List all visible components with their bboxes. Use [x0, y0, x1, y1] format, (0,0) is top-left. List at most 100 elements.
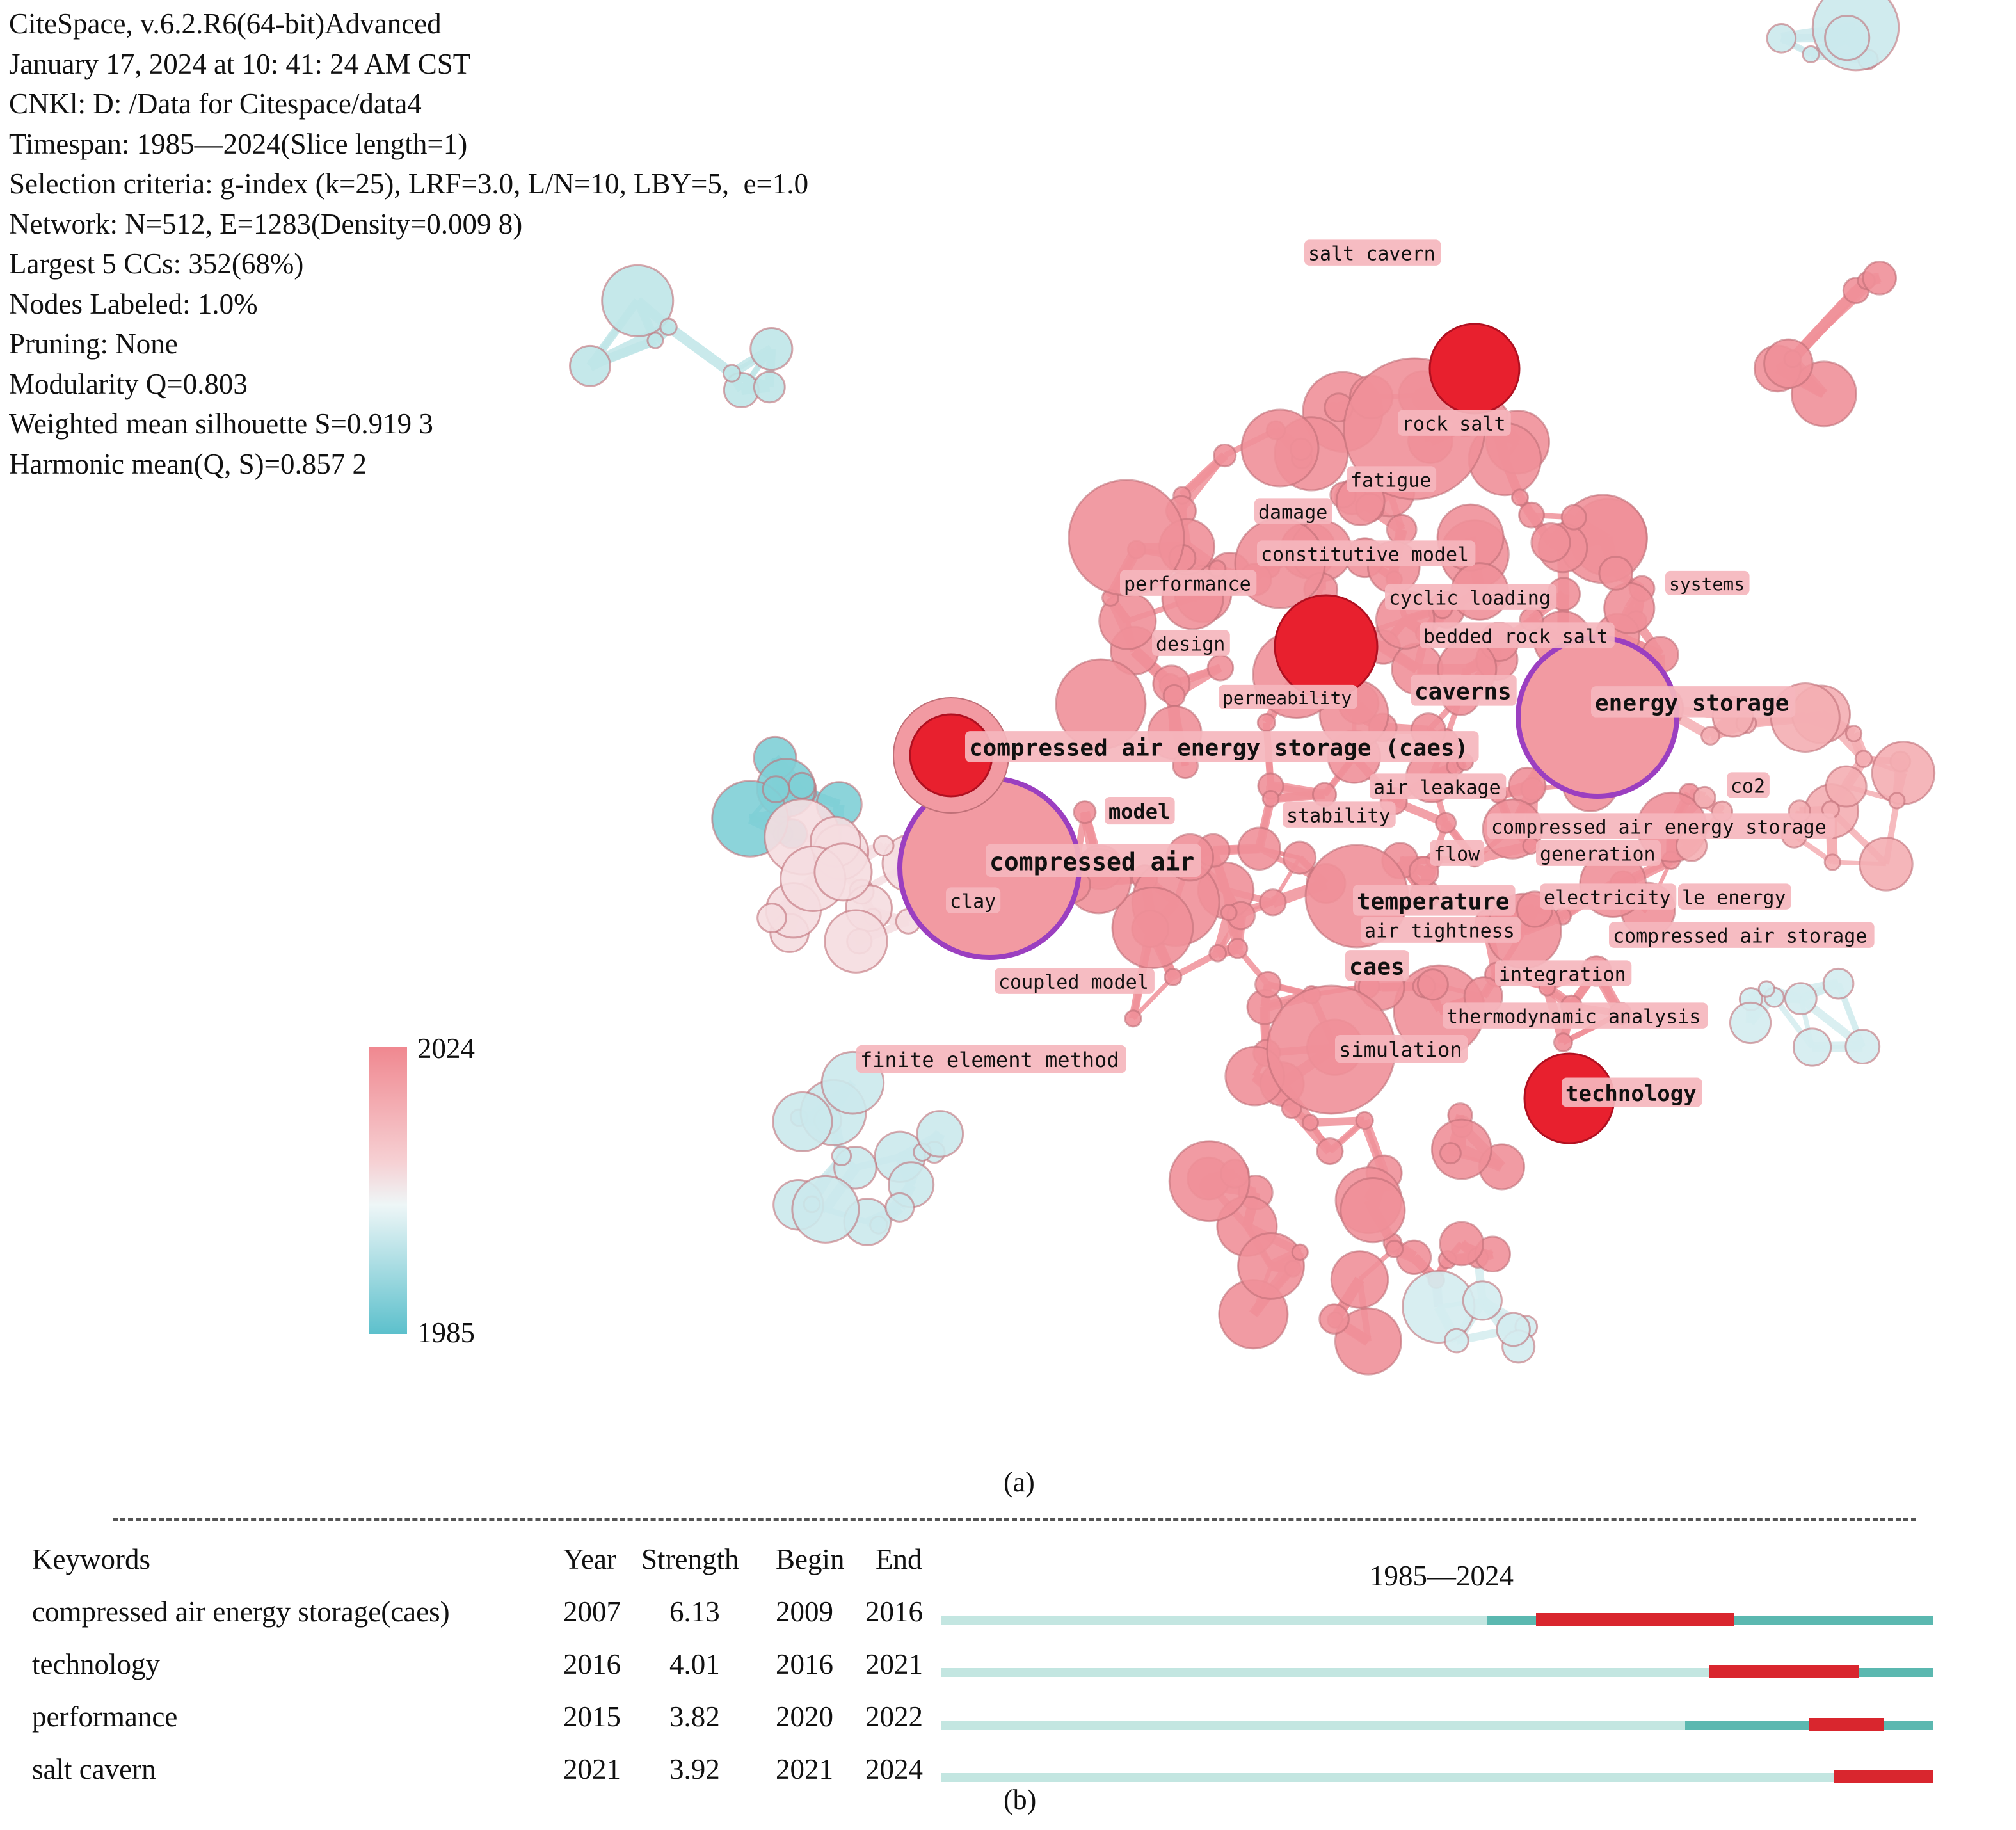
keyword-node[interactable]: [824, 909, 888, 974]
keyword-node[interactable]: [1822, 967, 1855, 1000]
keyword-node[interactable]: [1435, 812, 1457, 834]
node-label[interactable]: thermodynamic analysis: [1443, 1002, 1708, 1029]
keyword-node[interactable]: [1213, 443, 1237, 468]
node-label[interactable]: simulation: [1335, 1034, 1468, 1063]
keyword-node[interactable]: [1237, 826, 1281, 871]
keyword-node[interactable]: [1763, 338, 1814, 389]
keyword-node[interactable]: [1871, 741, 1936, 805]
keyword-node[interactable]: [1888, 792, 1906, 810]
keyword-node[interactable]: [1444, 1328, 1469, 1354]
node-label[interactable]: systems: [1665, 570, 1750, 595]
keyword-node[interactable]: [1825, 765, 1868, 808]
keyword-node[interactable]: [1318, 1303, 1350, 1335]
keyword-node[interactable]: [1291, 1243, 1309, 1261]
node-label[interactable]: caes: [1345, 950, 1409, 981]
node-label[interactable]: finite element method: [856, 1045, 1126, 1073]
node-label[interactable]: fatigue: [1347, 466, 1437, 492]
node-label[interactable]: compressed air storage: [1609, 922, 1875, 948]
node-label[interactable]: permeability: [1219, 684, 1357, 709]
node-label[interactable]: model: [1105, 796, 1175, 825]
keyword-node[interactable]: [1729, 1001, 1772, 1045]
keyword-node[interactable]: [1386, 513, 1418, 545]
keyword-node[interactable]: [1496, 1312, 1531, 1347]
node-label[interactable]: design: [1152, 630, 1230, 656]
keyword-node[interactable]: [1823, 853, 1841, 871]
keyword-node[interactable]: [1256, 712, 1276, 732]
keyword-node[interactable]: [601, 264, 675, 337]
node-label[interactable]: air tightness: [1361, 917, 1521, 943]
node-label[interactable]: electricity: [1540, 883, 1677, 910]
keyword-node[interactable]: [1511, 488, 1529, 507]
keyword-node[interactable]: [722, 364, 742, 383]
keyword-node[interactable]: [1757, 980, 1775, 998]
burst-node[interactable]: [1274, 594, 1379, 699]
keyword-node[interactable]: [872, 835, 895, 857]
keyword-node[interactable]: [1439, 1221, 1485, 1267]
keyword-node[interactable]: [1206, 654, 1235, 682]
keyword-node[interactable]: [1462, 1280, 1503, 1321]
keyword-node[interactable]: [884, 1192, 915, 1223]
keyword-node[interactable]: [1301, 1114, 1319, 1132]
node-label[interactable]: temperature: [1353, 885, 1516, 916]
keyword-node[interactable]: [1802, 45, 1820, 63]
node-label[interactable]: caverns: [1411, 675, 1517, 706]
keyword-node[interactable]: [646, 332, 664, 349]
keyword-node[interactable]: [753, 371, 786, 404]
keyword-node[interactable]: [1560, 504, 1587, 531]
keyword-node[interactable]: [791, 1175, 860, 1244]
node-label[interactable]: stability: [1283, 801, 1396, 828]
keyword-node[interactable]: [1340, 1176, 1406, 1244]
keyword-node[interactable]: [1316, 1137, 1344, 1166]
keyword-node[interactable]: [1111, 887, 1194, 969]
keyword-node[interactable]: [1227, 938, 1249, 959]
node-label[interactable]: compressed air energy storage (caes): [965, 731, 1479, 762]
keyword-node[interactable]: [772, 1091, 833, 1152]
node-label[interactable]: compressed air: [986, 844, 1201, 877]
keyword-node[interactable]: [659, 317, 678, 337]
keyword-node[interactable]: [1073, 800, 1097, 824]
keyword-node[interactable]: [749, 326, 794, 371]
node-label[interactable]: co2: [1727, 772, 1770, 798]
keyword-node[interactable]: [1261, 790, 1280, 808]
keyword-node[interactable]: [569, 344, 611, 387]
keyword-node[interactable]: [1240, 408, 1320, 488]
node-label[interactable]: performance: [1120, 570, 1257, 596]
keyword-node[interactable]: [1168, 1140, 1251, 1223]
keyword-node[interactable]: [1162, 684, 1186, 707]
keyword-node[interactable]: [756, 903, 787, 933]
node-label[interactable]: bedded rock salt: [1420, 622, 1615, 648]
keyword-node[interactable]: [1430, 1118, 1492, 1180]
keyword-node[interactable]: [1124, 1009, 1142, 1028]
keyword-node[interactable]: [1530, 522, 1571, 563]
keyword-node[interactable]: [1553, 1032, 1573, 1053]
keyword-node[interactable]: [1859, 837, 1914, 892]
keyword-node[interactable]: [1385, 1239, 1404, 1259]
node-label[interactable]: energy storage: [1591, 686, 1796, 718]
keyword-node[interactable]: [1518, 501, 1545, 529]
node-label[interactable]: clay: [946, 887, 1001, 913]
keyword-node[interactable]: [1598, 556, 1634, 591]
keyword-node[interactable]: [1845, 725, 1863, 742]
node-label[interactable]: damage: [1254, 498, 1332, 524]
keyword-node[interactable]: [1844, 1029, 1881, 1065]
node-label[interactable]: generation: [1536, 840, 1661, 866]
keyword-node[interactable]: [1700, 726, 1720, 746]
node-label[interactable]: air leakage: [1370, 773, 1507, 799]
keyword-node[interactable]: [788, 771, 816, 799]
keyword-node[interactable]: [1862, 261, 1898, 296]
keyword-node[interactable]: [1330, 1250, 1389, 1309]
node-label[interactable]: cyclic loading: [1385, 584, 1557, 610]
keyword-node[interactable]: [1208, 943, 1228, 963]
keyword-node[interactable]: [916, 1110, 964, 1158]
keyword-node[interactable]: [1334, 1307, 1403, 1376]
keyword-node[interactable]: [1164, 968, 1183, 986]
keyword-node[interactable]: [762, 775, 790, 804]
keyword-node[interactable]: [1259, 888, 1287, 917]
keyword-node[interactable]: [1220, 904, 1238, 922]
node-label[interactable]: flow: [1430, 840, 1485, 866]
node-label[interactable]: integration: [1495, 960, 1632, 986]
node-label[interactable]: constitutive model: [1257, 540, 1476, 566]
keyword-node[interactable]: [1854, 750, 1873, 768]
keyword-node[interactable]: [1355, 1111, 1374, 1130]
node-label[interactable]: salt cavern: [1304, 239, 1441, 266]
